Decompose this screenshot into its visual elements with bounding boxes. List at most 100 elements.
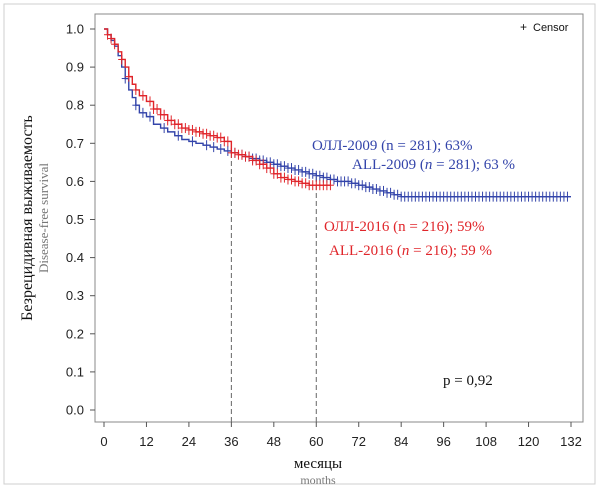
y-tick-label-0: 0.0 (66, 403, 84, 418)
censor-mark-all-2009-0 (121, 73, 129, 84)
censor-mark-all-2009-34 (316, 170, 324, 181)
series-label-en-2009-prefix: ALL-2009 ( (352, 157, 425, 173)
censor-mark-all-2009-32 (309, 168, 317, 179)
censor-mark-all-2016-1 (107, 33, 115, 44)
series-label-ru-2016: ОЛЛ-2016 (n = 216); 59% (324, 219, 485, 235)
y-axis-label: Безрецидивная выживаемость (19, 115, 36, 321)
series-line-all-2016 (104, 28, 331, 186)
x-tick-label-6: 72 (351, 434, 365, 449)
x-axis-sublabel: months (300, 473, 336, 487)
censor-mark-all-2016-45 (280, 172, 288, 183)
censor-mark-all-2016-58 (326, 180, 334, 191)
censor-mark-all-2009-8 (210, 142, 218, 153)
censor-mark-all-2009-1 (132, 100, 140, 111)
censor-legend-symbol: + (520, 20, 527, 34)
censor-mark-all-2016-11 (160, 109, 168, 120)
censor-mark-all-2016-27 (217, 132, 225, 143)
censor-mark-all-2009-50 (372, 184, 380, 195)
censor-mark-all-2016-51 (302, 178, 310, 189)
censor-mark-all-2016-41 (266, 163, 274, 174)
censor-mark-all-2009-56 (394, 189, 402, 200)
reference-lines (230, 152, 317, 422)
x-tick-label-10: 120 (518, 434, 540, 449)
censor-mark-all-2016-0 (104, 29, 112, 40)
censor-mark-all-2009-22 (273, 159, 281, 170)
censor-mark-all-2009-7 (203, 140, 211, 151)
x-axis: 0 12 24 36 48 60 72 84 96 108 120 132 (100, 422, 582, 449)
censor-mark-all-2016-13 (167, 115, 175, 126)
y-tick-label-10: 1.0 (66, 22, 84, 37)
plot-area (94, 13, 584, 423)
censor-mark-all-2009-24 (280, 161, 288, 172)
censor-mark-all-2016-25 (210, 130, 218, 141)
censor-mark-all-2016-29 (224, 136, 232, 147)
censor-mark-all-2016-49 (295, 176, 303, 187)
censor-mark-all-2009-54 (387, 187, 395, 198)
censor-mark-all-2009-30 (302, 166, 310, 177)
series-label-en-2009: ALL-2009 (n = 281); 63 % (352, 157, 515, 173)
series-all-2009 (104, 28, 571, 202)
censor-mark-all-2009-38 (330, 174, 338, 185)
y-tick-label-4: 0.4 (66, 250, 84, 265)
censor-mark-all-2016-4 (125, 71, 133, 82)
y-axis-sublabel: Disease-free survival (36, 163, 51, 273)
series-label-en-2016: ALL-2016 (n = 216); 59 % (329, 243, 492, 259)
legend: + Censor (520, 20, 569, 34)
x-tick-label-7: 84 (394, 434, 408, 449)
y-tick-label-3: 0.3 (66, 288, 84, 303)
x-tick-label-2: 24 (182, 434, 196, 449)
censor-mark-all-2016-19 (188, 124, 196, 135)
censor-mark-all-2016-7 (146, 96, 154, 107)
censor-mark-all-2016-37 (252, 155, 260, 166)
series-all-2016 (104, 28, 334, 191)
x-tick-label-9: 108 (475, 434, 497, 449)
x-tick-label-0: 0 (100, 434, 107, 449)
y-tick-label-7: 0.7 (66, 136, 84, 151)
censor-mark-all-2016-17 (181, 123, 189, 134)
censor-mark-all-2009-5 (174, 130, 182, 141)
censor-mark-all-2009-3 (146, 111, 154, 122)
x-tick-label-1: 12 (139, 434, 153, 449)
censor-mark-all-2016-21 (196, 126, 204, 137)
censor-mark-all-2009-42 (344, 176, 352, 187)
censor-mark-all-2016-33 (238, 149, 246, 160)
censor-mark-all-2009-48 (365, 182, 373, 193)
x-tick-label-8: 96 (436, 434, 450, 449)
censor-mark-all-2009-6 (188, 136, 196, 147)
series-layer (104, 28, 571, 202)
outer-border (3, 3, 596, 485)
series-label-en-2016-suffix: = 216); 59 % (409, 243, 492, 259)
censor-mark-all-2009-44 (351, 178, 359, 189)
censor-mark-all-2016-43 (273, 168, 281, 179)
x-tick-label-3: 36 (224, 434, 238, 449)
censor-mark-all-2016-39 (259, 159, 267, 170)
y-axis: 0.0 0.1 0.2 0.3 0.4 0.5 0.6 0.7 0.8 0.9 1.0 (66, 22, 95, 418)
x-tick-label-11: 132 (560, 434, 582, 449)
x-tick-label-4: 48 (267, 434, 281, 449)
censor-mark-all-2016-3 (118, 54, 126, 65)
y-tick-label-2: 0.2 (66, 326, 84, 341)
censor-mark-all-2009-9 (217, 144, 225, 155)
series-label-en-2009-suffix: = 281); 63 % (432, 157, 515, 173)
y-tick-label-8: 0.8 (66, 98, 84, 113)
series-label-en-2016-n: n (402, 243, 410, 259)
series-label-en-2009-n: n (425, 157, 433, 173)
censor-mark-all-2016-35 (245, 151, 253, 162)
series-label-ru-2009: ОЛЛ-2009 (n = 281); 63% (312, 138, 473, 154)
x-tick-label-5: 60 (309, 434, 323, 449)
censor-mark-all-2016-2 (111, 39, 119, 50)
censor-mark-all-2016-15 (174, 119, 182, 130)
censor-mark-all-2009-104 (563, 191, 571, 202)
censor-mark-all-2016-23 (203, 128, 211, 139)
censor-legend-label: Censor (533, 22, 569, 34)
y-tick-label-9: 0.9 (66, 60, 84, 75)
x-axis-label: месяцы (294, 456, 342, 472)
y-tick-label-6: 0.6 (66, 174, 84, 189)
censor-mark-all-2016-31 (231, 147, 239, 158)
p-value: p = 0,92 (443, 373, 493, 389)
censor-mark-all-2009-26 (288, 163, 296, 174)
censor-mark-all-2016-9 (153, 104, 161, 115)
y-tick-label-1: 0.1 (66, 364, 84, 379)
